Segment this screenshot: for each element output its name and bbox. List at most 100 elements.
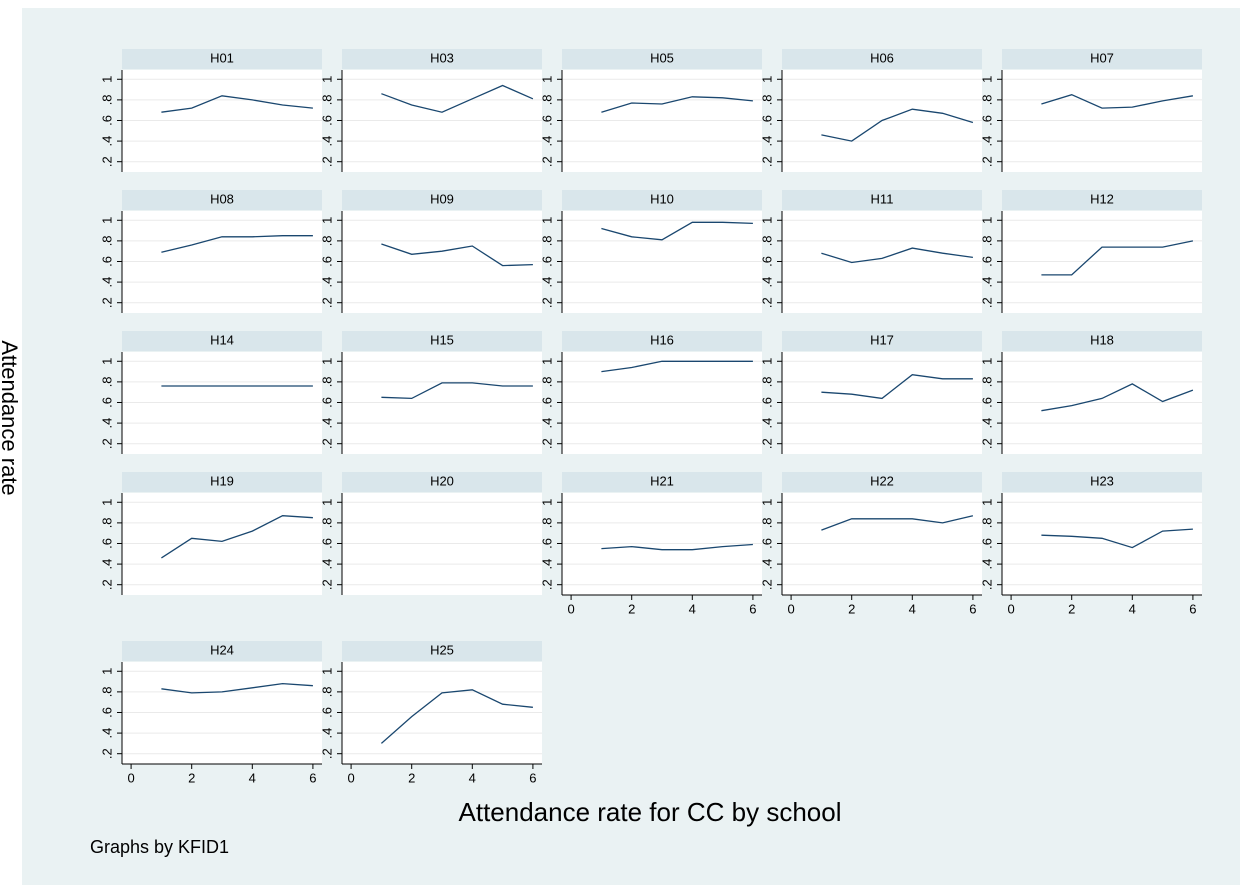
y-tick-label: .4 xyxy=(759,418,774,429)
y-tick-label: .8 xyxy=(319,517,334,528)
y-tick-label: .4 xyxy=(319,559,334,570)
y-tick-label: 1 xyxy=(99,217,114,224)
x-tick-label: 6 xyxy=(749,601,756,616)
series-line xyxy=(821,108,974,142)
plot-area xyxy=(122,70,322,172)
y-tick-label: .2 xyxy=(759,297,774,308)
y-tick-label: .6 xyxy=(979,538,994,549)
y-tick-label: .4 xyxy=(319,418,334,429)
y-tick-label: 1 xyxy=(319,217,334,224)
x-tick-label: 6 xyxy=(529,770,536,785)
y-tick-label: 1 xyxy=(979,499,994,506)
y-tick-label: .8 xyxy=(539,94,554,105)
series-line xyxy=(1041,528,1193,549)
x-tick-label: 6 xyxy=(309,770,316,785)
y-axis-title: Attendance rate xyxy=(0,340,22,495)
series-line xyxy=(821,515,974,531)
y-tick-label: .6 xyxy=(319,115,334,126)
panel-title: H11 xyxy=(871,191,894,206)
panel-header xyxy=(342,331,542,351)
y-tick-label: .2 xyxy=(539,156,554,167)
y-tick-label: 1 xyxy=(99,358,114,365)
panel-header xyxy=(562,331,762,351)
panel-title: H16 xyxy=(650,332,674,347)
panel-header xyxy=(342,641,542,661)
y-tick-label: .2 xyxy=(539,297,554,308)
y-tick-label: .4 xyxy=(979,418,994,429)
y-tick-label: 1 xyxy=(99,668,114,675)
panel-title: H19 xyxy=(210,473,234,488)
y-tick-label: .8 xyxy=(319,94,334,105)
y-tick-label: 1 xyxy=(319,499,334,506)
plot-area xyxy=(562,70,762,172)
series-line xyxy=(161,95,313,113)
y-tick-label: .4 xyxy=(99,559,114,570)
y-tick-label: .2 xyxy=(979,438,994,449)
panel-title: H10 xyxy=(650,191,674,206)
y-tick-label: .8 xyxy=(319,235,334,246)
plot-area xyxy=(782,352,982,454)
y-tick-label: .6 xyxy=(979,397,994,408)
y-tick-label: 1 xyxy=(979,358,994,365)
panel-header xyxy=(122,331,322,351)
y-tick-label: 1 xyxy=(539,217,554,224)
plot-area xyxy=(342,70,542,172)
panel-header xyxy=(562,49,762,69)
y-tick-label: .6 xyxy=(99,707,114,718)
plot-area xyxy=(342,493,542,595)
panel-title: H07 xyxy=(1090,50,1114,65)
panel-title: H14 xyxy=(210,332,234,347)
panel-title: H15 xyxy=(430,332,454,347)
y-tick-label: .2 xyxy=(99,579,114,590)
y-tick-label: .8 xyxy=(539,235,554,246)
panel-title: H01 xyxy=(210,50,234,65)
plot-area xyxy=(342,211,542,313)
y-tick-label: .6 xyxy=(539,115,554,126)
y-tick-label: .6 xyxy=(979,115,994,126)
panel-header xyxy=(1002,49,1202,69)
y-tick-label: .8 xyxy=(99,235,114,246)
panel-title: H22 xyxy=(870,473,894,488)
y-tick-label: .8 xyxy=(979,94,994,105)
y-tick-label: .8 xyxy=(759,94,774,105)
y-tick-label: 1 xyxy=(99,76,114,83)
panel-header xyxy=(562,190,762,210)
panel-title: H17 xyxy=(870,332,894,347)
panel-header xyxy=(122,49,322,69)
series-line xyxy=(1041,240,1194,276)
series-line xyxy=(381,382,533,400)
panel-title: H24 xyxy=(210,642,234,657)
plot-area xyxy=(122,493,322,595)
series-line xyxy=(1041,383,1194,412)
y-tick-label: .6 xyxy=(99,256,114,267)
y-tick-label: .6 xyxy=(539,538,554,549)
plot-area xyxy=(1002,493,1202,595)
x-tick-label: 2 xyxy=(848,601,855,616)
plot-area xyxy=(562,211,762,313)
panel-title: H23 xyxy=(1090,473,1114,488)
panel-header xyxy=(122,641,322,661)
panel-title: H03 xyxy=(430,50,454,65)
panel-title: H09 xyxy=(430,191,454,206)
y-tick-label: .2 xyxy=(539,579,554,590)
x-tick-label: 6 xyxy=(969,601,976,616)
panel-header xyxy=(782,49,982,69)
y-tick-label: .6 xyxy=(99,115,114,126)
panel-title: H05 xyxy=(650,50,674,65)
panel-header xyxy=(342,190,542,210)
series-line xyxy=(601,96,753,113)
panel-title: H08 xyxy=(210,191,234,206)
series-line xyxy=(161,235,313,253)
y-tick-label: 1 xyxy=(979,217,994,224)
y-tick-label: .4 xyxy=(319,136,334,147)
panel-header xyxy=(342,49,542,69)
y-tick-label: 1 xyxy=(319,76,334,83)
y-tick-label: .4 xyxy=(759,136,774,147)
y-tick-label: 1 xyxy=(759,217,774,224)
series-line xyxy=(821,247,973,264)
series-line xyxy=(380,689,533,744)
panel-header xyxy=(1002,190,1202,210)
y-tick-label: .6 xyxy=(319,538,334,549)
plot-area xyxy=(782,211,982,313)
